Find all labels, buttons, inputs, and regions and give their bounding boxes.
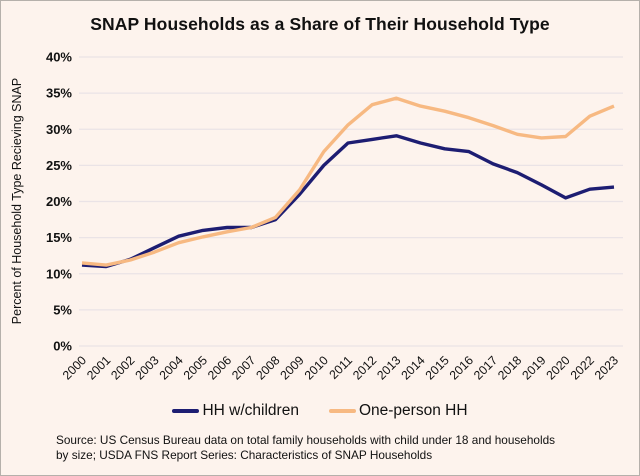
- legend-item-hh-w-children: HH w/children: [172, 402, 299, 420]
- legend-swatch-one-person-hh: [328, 409, 356, 413]
- x-tick-label: 2012: [350, 353, 379, 382]
- x-tick-label: 2005: [181, 353, 210, 382]
- x-tick-label: 2004: [157, 353, 186, 382]
- x-tick-label: 2003: [132, 353, 161, 382]
- x-tick-label: 2008: [253, 353, 282, 382]
- x-tick-label: 2001: [84, 353, 113, 382]
- x-tick-label: 2015: [423, 353, 452, 382]
- source-note: Source: US Census Bureau data on total f…: [56, 433, 639, 463]
- x-tick-label: 2013: [374, 353, 403, 382]
- y-tick-label: 20%: [46, 194, 72, 209]
- x-tick-label: 2009: [278, 353, 307, 382]
- legend-item-one-person-hh: One-person HH: [328, 402, 468, 420]
- x-tick-label: 2020: [544, 353, 573, 382]
- legend-label-hh-w-children: HH w/children: [202, 402, 299, 419]
- y-tick-label: 10%: [46, 266, 72, 281]
- y-tick-label: 40%: [46, 50, 72, 65]
- x-tick-label: 2010: [302, 353, 331, 382]
- source-line-1: Source: US Census Bureau data on total f…: [56, 433, 556, 447]
- chart-legend: HH w/children One-person HH: [1, 400, 639, 422]
- x-tick-label: 2023: [592, 353, 621, 382]
- x-tick-label: 2014: [398, 353, 427, 382]
- source-line-2: by size; USDA FNS Report Series: Charact…: [56, 448, 433, 463]
- series-line-hh-w-children: [81, 134, 615, 269]
- y-tick-label: 35%: [46, 86, 72, 101]
- x-tick-label: 2011: [327, 353, 356, 382]
- x-tick-label: 2007: [229, 353, 258, 382]
- x-tick-label: 2019: [519, 353, 548, 382]
- x-tick-label: 2000: [60, 353, 89, 382]
- chart-title: SNAP Households as a Share of Their Hous…: [90, 14, 550, 34]
- x-tick-label: 2018: [495, 353, 524, 382]
- y-tick-label: 30%: [46, 122, 72, 137]
- y-tick-label: 25%: [46, 158, 72, 173]
- y-tick-label: 15%: [46, 230, 72, 245]
- x-tick-label: 2017: [471, 353, 500, 382]
- series-line-one-person-hh: [81, 96, 615, 267]
- x-tick-label: 2002: [108, 353, 137, 382]
- legend-swatch-hh-w-children: [172, 409, 200, 413]
- legend-label-one-person-hh: One-person HH: [358, 402, 468, 419]
- y-tick-label: 5%: [53, 302, 72, 317]
- y-axis-label: Percent of Household Type Recieving SNAP: [10, 78, 24, 324]
- x-tick-label: 2006: [205, 353, 234, 382]
- x-tick-label: 2016: [447, 353, 476, 382]
- line-chart: 0% 5% 10% 15% 20% 25% 30% 35% 40% Percent of Hous…: [10, 50, 623, 382]
- x-tick-label: 2022: [568, 353, 597, 382]
- y-tick-label: 0%: [53, 339, 72, 354]
